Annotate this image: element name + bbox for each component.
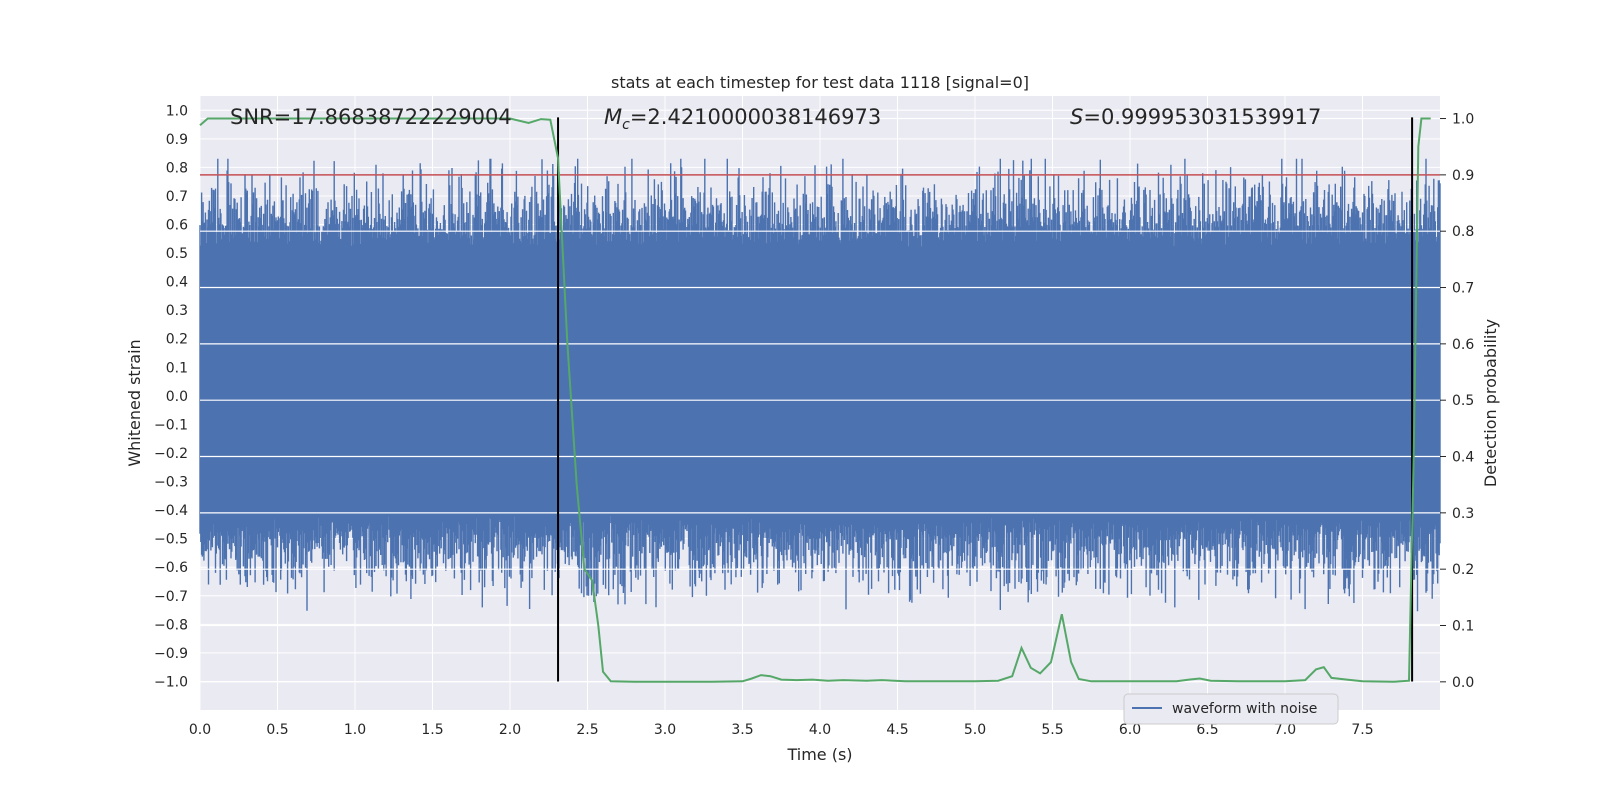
y2-tick-label: 0.1	[1452, 619, 1474, 635]
y2-axis-ticks: 1.0 0.9 0.8 0.7 0.6 0.5 0.4 0.3 0.2 0.1 0.0	[1440, 112, 1474, 691]
y-tick-label: 0.9	[166, 132, 188, 148]
waveform-layer	[199, 158, 1441, 612]
x-tick-label: 2.0	[499, 722, 521, 738]
y2-tick-label: 0.6	[1452, 337, 1474, 353]
marker-layer	[557, 117, 1414, 682]
y2-tick-label: 0.9	[1452, 168, 1474, 184]
chirp-mass-value: =2.4210000038146973	[630, 105, 881, 129]
probability-line	[199, 117, 1431, 683]
y2-tick-label: 0.8	[1452, 224, 1474, 240]
y2-tick-label: 0.3	[1452, 506, 1474, 522]
score-annotation: S=0.999953031539917	[1070, 105, 1321, 129]
x-axis-ticks: 0.0 0.5 1.0 1.5 2.0 2.5 3.0 3.5 4.0 4.5 5.0 5.5 6.0 6…	[189, 722, 1374, 738]
x-tick-label: 1.5	[421, 722, 443, 738]
x-tick-label: 7.0	[1274, 722, 1296, 738]
x-tick-label: 5.5	[1041, 722, 1063, 738]
y2-tick-label: 0.7	[1452, 281, 1474, 297]
y-tick-label: −0.1	[154, 417, 188, 433]
y-tick-label: 0.0	[166, 389, 188, 405]
y2-tick-label: 0.5	[1452, 393, 1474, 409]
x-tick-label: 1.0	[344, 722, 366, 738]
waveform-line	[199, 158, 1441, 612]
y2-tick-label: 0.2	[1452, 562, 1474, 578]
x-tick-label: 6.5	[1196, 722, 1218, 738]
score-value: =0.999953031539917	[1083, 105, 1321, 129]
y-tick-label: −0.4	[154, 503, 188, 519]
y-tick-label: 1.0	[166, 103, 188, 119]
x-tick-label: 7.5	[1351, 722, 1373, 738]
y-tick-label: −0.2	[154, 446, 188, 462]
chirp-mass-subscript: c	[622, 117, 630, 133]
y-tick-label: −0.8	[154, 617, 188, 633]
chirp-mass-symbol: M	[604, 105, 622, 129]
legend-box	[1123, 693, 1339, 725]
x-tick-label: 6.0	[1119, 722, 1141, 738]
y2-tick-label: 0.4	[1452, 450, 1474, 466]
score-symbol: S	[1070, 105, 1083, 129]
x-tick-label: 0.0	[189, 722, 211, 738]
y2-tick-label: 1.0	[1452, 112, 1474, 128]
y-axis-label: Whitened strain	[125, 339, 144, 466]
legend: waveform with noise	[1123, 693, 1339, 725]
probability-layer	[199, 117, 1431, 683]
y-tick-label: −1.0	[154, 674, 188, 690]
chirp-mass-annotation: Mc=2.4210000038146973	[604, 105, 881, 133]
y-tick-label: 0.8	[166, 160, 188, 176]
y-tick-label: 0.3	[166, 303, 188, 319]
x-tick-label: 2.5	[576, 722, 598, 738]
y-tick-label: −0.5	[154, 532, 188, 548]
y-tick-label: −0.9	[154, 646, 188, 662]
y-tick-label: 0.6	[166, 218, 188, 234]
snr-annotation: SNR=17.86838722229004	[230, 105, 512, 129]
y-axis-ticks: 1.0 0.9 0.8 0.7 0.6 0.5 0.4 0.3 0.2 0.1 0.0 −0.1 −0.…	[154, 103, 188, 690]
y-tick-label: 0.7	[166, 189, 188, 205]
y2-tick-label: 0.0	[1452, 675, 1474, 691]
y-tick-label: 0.1	[166, 360, 188, 376]
x-tick-label: 3.5	[731, 722, 753, 738]
x-tick-label: 4.5	[886, 722, 908, 738]
x-tick-label: 4.0	[809, 722, 831, 738]
chart-title: stats at each timestep for test data 111…	[611, 73, 1029, 92]
y-tick-label: 0.5	[166, 246, 188, 262]
y-tick-label: −0.3	[154, 475, 188, 491]
x-tick-label: 0.5	[266, 722, 288, 738]
y-tick-label: 0.4	[166, 275, 188, 291]
x-axis-label: Time (s)	[786, 745, 852, 764]
y-tick-label: −0.7	[154, 589, 188, 605]
y-tick-label: −0.6	[154, 560, 188, 576]
x-tick-label: 5.0	[964, 722, 986, 738]
y2-axis-label: Detection probability	[1481, 319, 1500, 487]
legend-label: waveform with noise	[1172, 701, 1317, 717]
hline-layer	[200, 117, 1440, 683]
y-tick-label: 0.2	[166, 332, 188, 348]
x-tick-label: 3.0	[654, 722, 676, 738]
